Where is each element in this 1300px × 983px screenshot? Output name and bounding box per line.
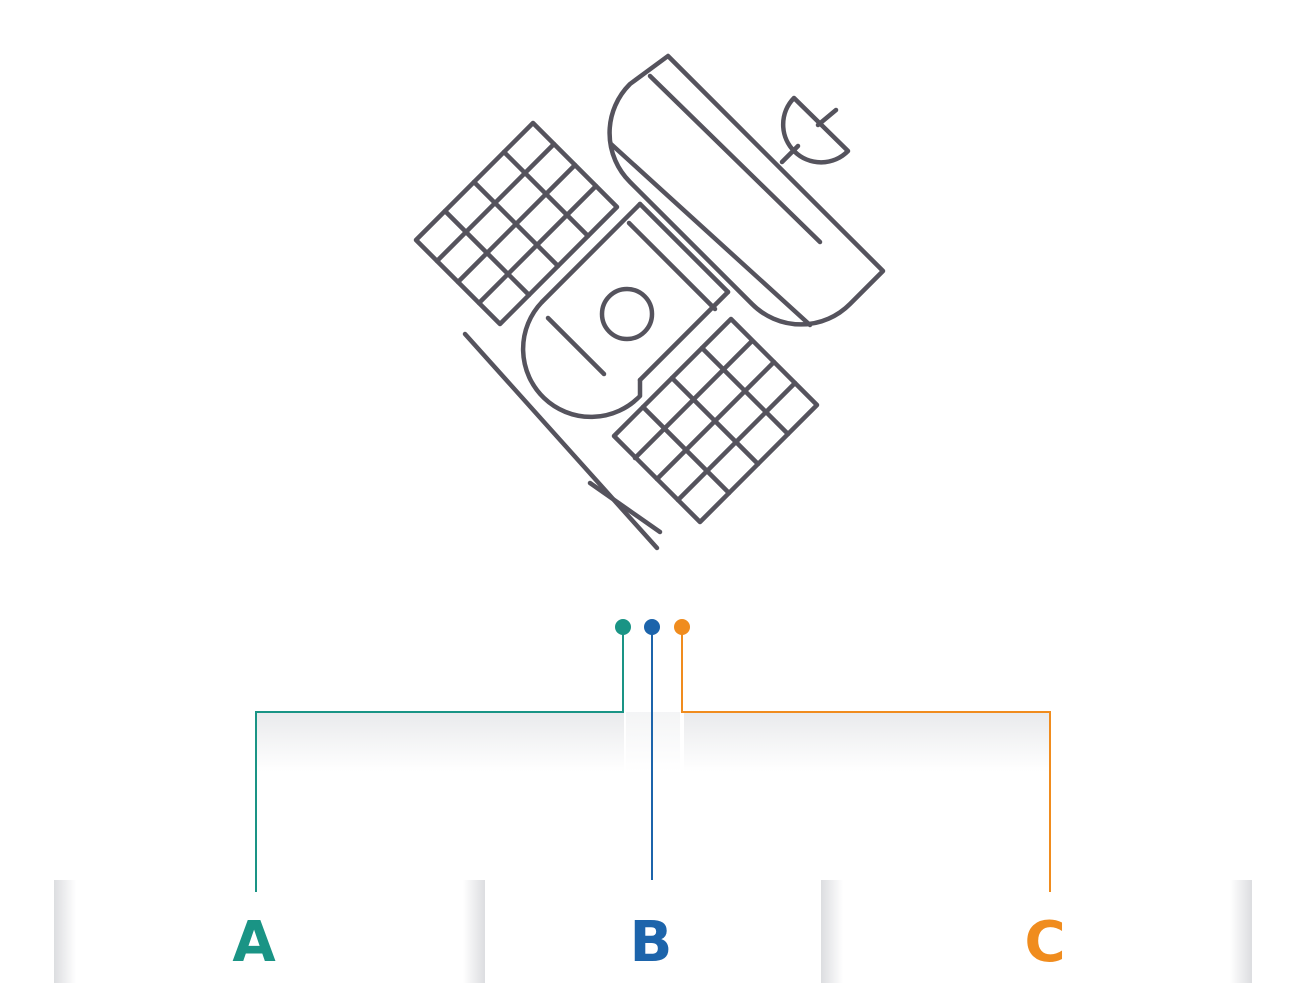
panel-shadow-right — [463, 880, 485, 983]
connector-shade-right — [684, 712, 1050, 772]
motion-lines-icon — [462, 331, 663, 551]
connector-line-c — [681, 627, 1051, 892]
satellite-icon — [413, 53, 886, 551]
connector-shade-left — [256, 712, 624, 772]
panel-shadow-right — [1230, 880, 1252, 983]
panel-shadow-left — [54, 880, 76, 983]
option-label-c: C — [1024, 910, 1066, 975]
upper-module-icon — [607, 53, 886, 328]
connector-dot-a — [615, 619, 631, 635]
option-panel-a — [54, 880, 485, 983]
connector-line-a — [255, 627, 624, 892]
solar-panel-upper-icon — [413, 120, 620, 327]
connector-dot-c — [674, 619, 690, 635]
connector-dot-b — [644, 619, 660, 635]
dish-antenna-icon — [779, 95, 851, 165]
panel-shadow-left — [821, 880, 843, 983]
solar-panel-lower-icon — [611, 316, 820, 525]
option-label-b: B — [629, 910, 673, 975]
option-panel-c — [821, 880, 1252, 983]
option-label-a: A — [232, 910, 276, 975]
satellite-body-icon — [539, 201, 731, 383]
lower-module-icon — [520, 299, 643, 420]
